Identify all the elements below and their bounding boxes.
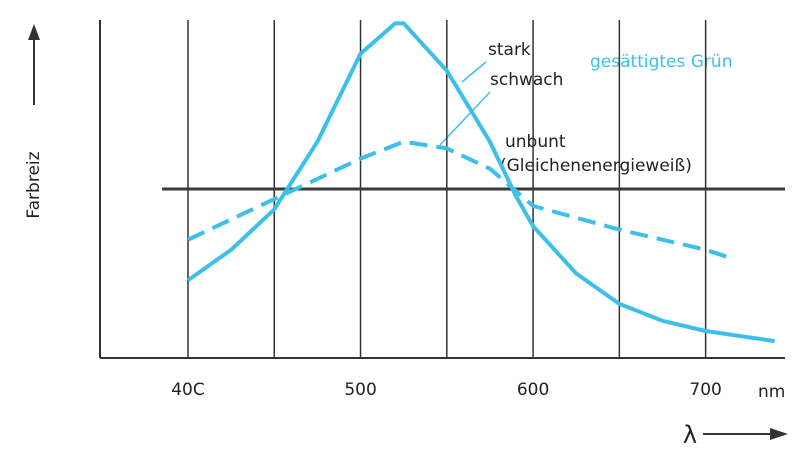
leader-line <box>439 91 491 146</box>
series-line <box>186 21 775 344</box>
x-tick-label: 40C <box>171 380 205 400</box>
y-axis-label: Farbreiz <box>24 151 44 218</box>
y-arrow-head <box>28 24 40 40</box>
legend-label: stark <box>488 40 531 60</box>
annotation: gesättigtes Grün <box>590 52 732 72</box>
x-tick-label: 700 <box>689 380 721 400</box>
x-tick-label: 600 <box>517 380 549 400</box>
x-arrow-head <box>770 428 788 440</box>
x-unit: nm <box>758 382 785 402</box>
reference-sublabel: (Gleichenenergieweiß) <box>500 156 692 176</box>
series-line <box>187 139 727 259</box>
reference-label: unbunt <box>505 132 566 152</box>
leader-line <box>461 61 487 83</box>
legend-label: schwach <box>490 70 563 90</box>
x-axis-label: λ <box>683 421 697 449</box>
x-tick-label: 500 <box>344 380 376 400</box>
